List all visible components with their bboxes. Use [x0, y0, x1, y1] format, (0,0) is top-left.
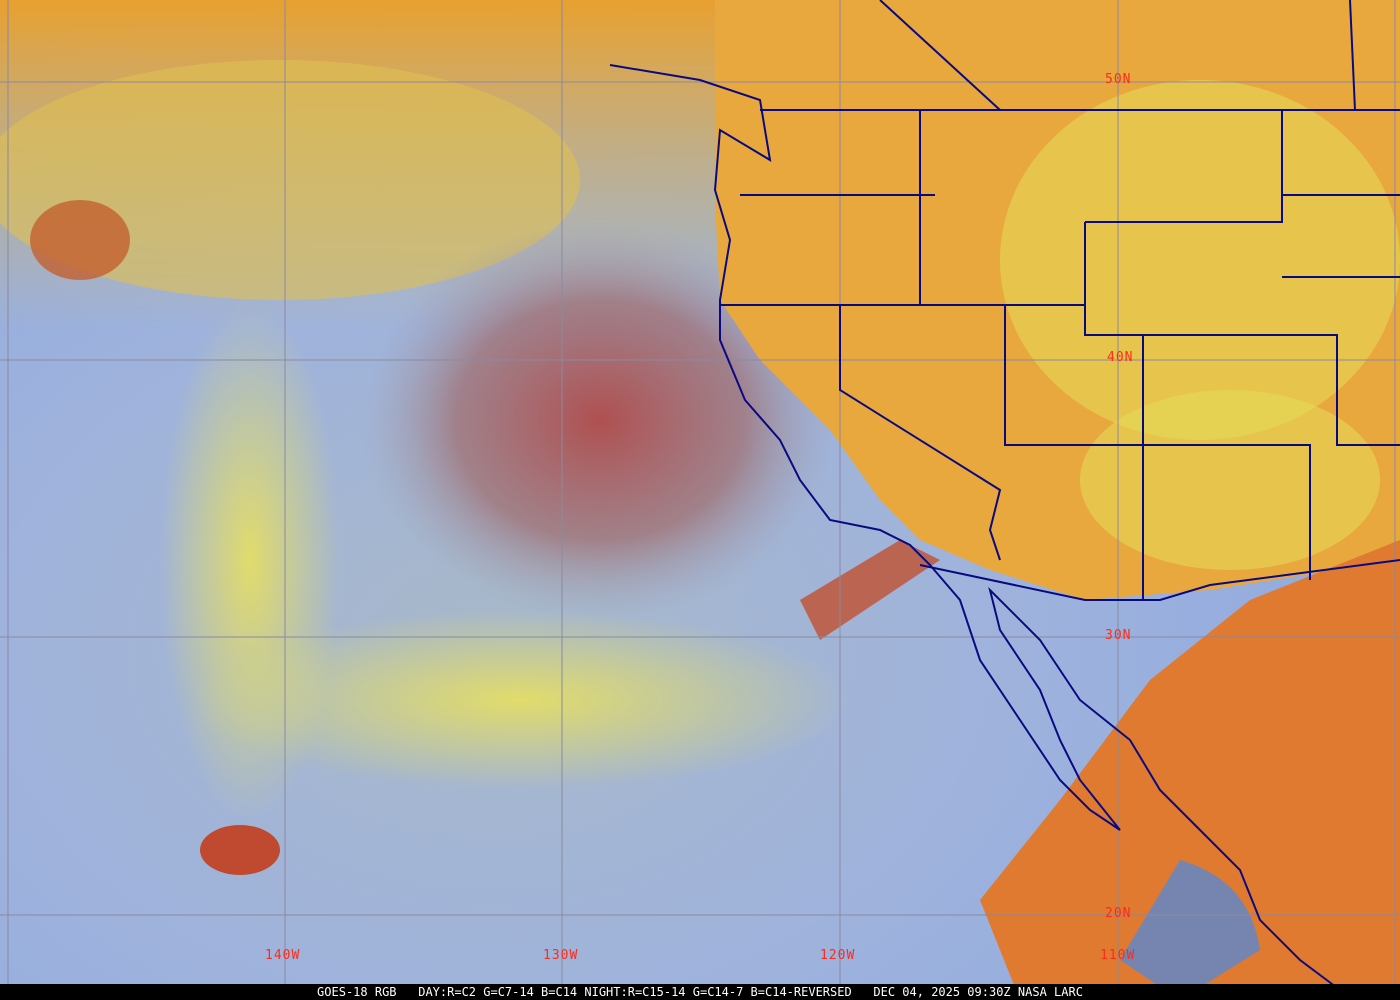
timestamp: DEC 04, 2025 09:30Z — [873, 985, 1011, 999]
cloud-arc — [190, 610, 850, 790]
lat-label-40n: 40N — [1107, 350, 1134, 365]
cloud-cell-nw — [30, 200, 130, 280]
lon-label-140w: 140W — [265, 948, 301, 963]
cloud-streak — [800, 540, 940, 640]
lat-label-50n: 50N — [1105, 72, 1132, 87]
mexico-clouds — [980, 540, 1400, 1000]
lon-label-110w: 110W — [1100, 948, 1136, 963]
lon-label-120w: 120W — [820, 948, 856, 963]
land-yellow — [1000, 80, 1400, 440]
cloud-band — [0, 60, 580, 300]
land-yellow-2 — [1080, 390, 1380, 570]
lat-label-20n: 20N — [1105, 906, 1132, 921]
cloud-arc-west — [160, 300, 340, 820]
state-borders — [720, 0, 1400, 601]
lat-label-30n: 30N — [1105, 628, 1132, 643]
rgb-recipe: DAY:R=C2 G=C7-14 B=C14 NIGHT:R=C15-14 G=… — [418, 985, 852, 999]
satellite-name: GOES-18 RGB — [317, 985, 397, 999]
lon-label-130w: 130W — [543, 948, 579, 963]
coastline — [609, 64, 1341, 991]
credit: NASA LARC — [1017, 985, 1083, 999]
coastlines-and-borders — [609, 0, 1400, 991]
cloud-cell — [200, 825, 280, 875]
clear-patch — [1120, 860, 1260, 1000]
image-caption: GOES-18 RGB DAY:R=C2 G=C7-14 B=C14 NIGHT… — [0, 984, 1400, 1000]
